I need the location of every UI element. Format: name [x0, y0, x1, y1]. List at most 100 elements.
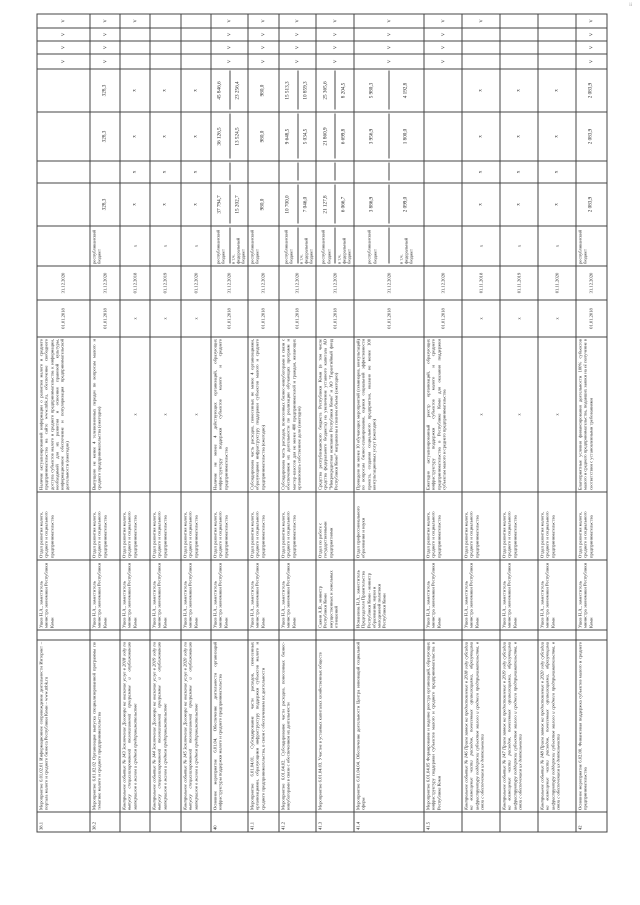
- funding-x-column: х: [180, 160, 211, 183]
- funding-actual: х: [537, 68, 576, 112]
- funding-actual-part: 5 980,3: [367, 82, 374, 98]
- schedule-mark-2: V: [36, 27, 90, 41]
- schedule-mark-4: V: [210, 53, 248, 69]
- event-name: Основное мероприятие 6.01.04. Обеспечени…: [210, 639, 248, 812]
- end-date: 01.11.2019: [499, 265, 538, 300]
- schedule-mark-3: [180, 40, 211, 54]
- funding-actual: [36, 68, 90, 112]
- funding-plan: 3 956,9 1 800,0: [353, 111, 424, 161]
- funding-total-part: 7 046,0: [296, 184, 314, 224]
- spacer-cell: [461, 629, 500, 640]
- schedule-mark-1: V: [247, 13, 279, 28]
- funding-x-column: [247, 160, 279, 183]
- funding-plan: х: [499, 111, 538, 161]
- funding-plan-part: 21 860,9: [321, 126, 328, 146]
- schedule-mark-1: [499, 13, 538, 28]
- responsible-person: Исмаилова Н.А., заместитель Председателя…: [353, 559, 424, 630]
- funding-source: х: [149, 225, 181, 266]
- expected-result: Наличие не менее 4 действующих организац…: [210, 336, 248, 492]
- schedule-mark-4: V: [89, 53, 120, 69]
- schedule-mark-4: V: [575, 53, 607, 69]
- funding-x-column: [575, 160, 607, 183]
- spacer-cell: [575, 629, 607, 640]
- funding-total: 10 700,0 7 046,0: [278, 182, 316, 226]
- spacer-cell: [315, 629, 354, 640]
- schedule-mark-3: V: [210, 40, 248, 54]
- spacer-cell: [247, 629, 279, 640]
- event-name: Контрольное событие № 144 Заключение Дог…: [149, 639, 181, 812]
- start-date: 01.01.2018: [247, 299, 279, 337]
- funding-source: республиканский бюджет: [89, 225, 120, 266]
- funding-total: 980,0: [247, 182, 279, 226]
- funding-actual: 25 365,6 8 204,5: [315, 68, 354, 112]
- funding-x-column: [89, 160, 120, 183]
- event-name: Основное мероприятие 6.02.00. Финансовая…: [575, 639, 607, 812]
- expected-result: х: [537, 336, 576, 492]
- spacer-cell: [210, 629, 248, 640]
- schedule-mark-2: [537, 27, 576, 41]
- schedule-mark-2: V: [278, 27, 316, 41]
- funding-total: [36, 182, 90, 226]
- funding-total: [423, 182, 462, 226]
- funding-x-column-part: [280, 163, 297, 181]
- funding-x-column: [210, 160, 248, 183]
- funding-source-part: республиканский бюджет: [320, 229, 331, 264]
- row-number: [537, 811, 576, 832]
- funding-total-part: 21 127,8: [321, 194, 328, 214]
- table-row: 41.5 Мероприятие 6.01.04.05 Формирование …: [423, 13, 462, 832]
- funding-source: республиканский бюджет: [247, 225, 279, 266]
- schedule-mark-4: [537, 53, 576, 69]
- funding-total: х: [461, 182, 500, 226]
- funding-actual-part: 45 846,6: [216, 80, 223, 100]
- control-event-row: Контрольное событие № 148 Прием заявок н…: [537, 13, 576, 832]
- funding-plan: х: [180, 111, 211, 161]
- funding-x-column-part: [355, 163, 388, 181]
- row-number: 41.3: [315, 811, 354, 832]
- funding-actual-part: 25 365,6: [321, 80, 328, 100]
- funding-plan: х: [461, 111, 500, 161]
- spacer-cell: [353, 629, 424, 640]
- funding-actual: 15 513,3 10 859,3: [278, 68, 316, 112]
- funding-plan: х: [119, 111, 150, 161]
- responsible-person: Ушев Н.А., заместитель министра экономик…: [247, 559, 279, 630]
- funding-x-column: [353, 160, 424, 183]
- schedule-mark-4: V: [315, 53, 354, 69]
- funding-source-part: в т.ч. федеральный бюджет: [228, 227, 246, 264]
- funding-source-part: республиканский бюджет: [214, 229, 226, 264]
- event-name: Контрольное событие № 146 Прием заявок н…: [461, 639, 500, 812]
- responsible-person: Ушев Н.А., заместитель министра экономик…: [89, 559, 120, 630]
- funding-total: х: [180, 182, 211, 226]
- executor-department: Отдел развития малого, среднего и социал…: [89, 491, 120, 560]
- event-name: Контрольное событие № 143 Заключение Дог…: [119, 639, 150, 812]
- control-event-row: Контрольное событие № 146 Прием заявок н…: [461, 13, 500, 832]
- end-date: 01.11.2020: [537, 265, 576, 300]
- schedule-mark-3: [149, 40, 181, 54]
- spacer-cell: [499, 629, 538, 640]
- funding-source-part: республиканский бюджет: [282, 229, 294, 264]
- funding-plan-part: 9 648,5: [284, 128, 291, 144]
- funding-plan: 2 083,9: [575, 111, 607, 161]
- funding-source-part: в т.ч. федеральный бюджет: [334, 227, 352, 264]
- funding-total: х: [119, 182, 150, 226]
- event-name: Мероприятие 6.01.04.04. Обеспечение деят…: [353, 639, 424, 812]
- start-date: 01.01.2018: [575, 299, 607, 337]
- schedule-mark-1: V: [423, 13, 462, 28]
- expected-result: Средства республиканского бюджета Респуб…: [315, 336, 354, 492]
- executor-department: Отдел развития малого, среднего и социал…: [499, 491, 538, 560]
- funding-plan: х: [149, 111, 181, 161]
- table-row: 38.1 Мероприятие 6.01.02.01 Информационно…: [36, 13, 90, 832]
- schedule-mark-1: V: [353, 13, 424, 28]
- row-number: 41.1: [247, 811, 279, 832]
- row-number: 41.2: [278, 811, 316, 832]
- expected-result: Субсидирована часть расходов, понесенных…: [278, 336, 316, 492]
- funding-plan-part: 1 800,0: [388, 113, 422, 159]
- responsible-person: Ушев Н.А., заместитель министра экономик…: [537, 559, 576, 630]
- funding-x-column: [36, 160, 90, 183]
- executor-department: Отдел развития малого, среднего и социал…: [537, 491, 576, 560]
- schedule-mark-1: V: [278, 13, 316, 28]
- executor-department: Отдел развития малого, среднего и социал…: [119, 491, 150, 560]
- row-number: [119, 811, 150, 832]
- responsible-person: Ушев Н.А., заместитель министра экономик…: [278, 559, 316, 630]
- funding-total: х: [499, 182, 538, 226]
- funding-x-column: х: [119, 160, 150, 183]
